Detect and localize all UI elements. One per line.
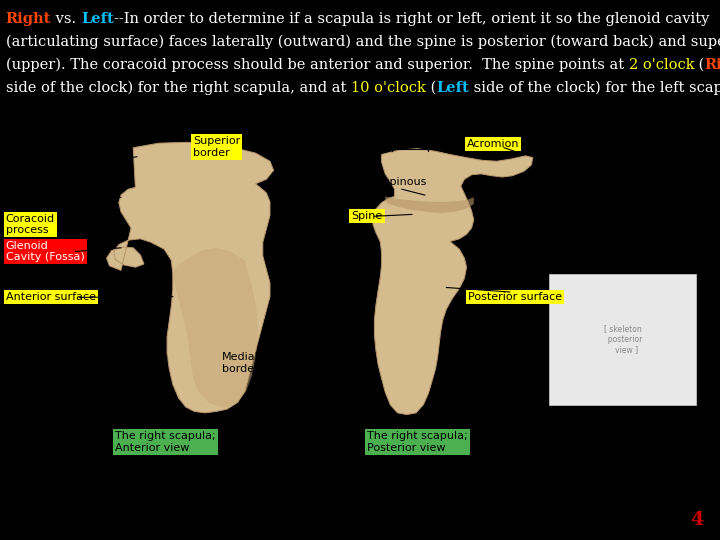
Text: vs.: vs. xyxy=(51,11,81,25)
Polygon shape xyxy=(107,143,274,413)
Text: 10 o'clock: 10 o'clock xyxy=(351,81,426,95)
Text: Inferior angle: Inferior angle xyxy=(382,417,456,427)
Text: Medial
border: Medial border xyxy=(222,353,258,374)
Text: The right scapula;
Posterior view: The right scapula; Posterior view xyxy=(367,431,468,453)
Text: Superior angle: Superior angle xyxy=(382,139,464,149)
Text: Right: Right xyxy=(6,11,51,25)
Text: 2 o'clock: 2 o'clock xyxy=(629,58,694,72)
Text: Superior
border: Superior border xyxy=(193,136,240,158)
Text: Lateral
border: Lateral border xyxy=(6,342,45,363)
Polygon shape xyxy=(385,197,474,213)
Text: [ skeleton
  posterior
   view ]: [ skeleton posterior view ] xyxy=(603,325,642,354)
Text: Lateral
angle: Lateral angle xyxy=(534,234,573,255)
Text: The right scapula;
Anterior view: The right scapula; Anterior view xyxy=(115,431,216,453)
Text: Suprascapular
notch: Suprascapular notch xyxy=(6,160,86,182)
FancyBboxPatch shape xyxy=(549,274,696,405)
Text: Supraspinous
fossa: Supraspinous fossa xyxy=(351,178,427,199)
Text: Right: Right xyxy=(704,58,720,72)
Polygon shape xyxy=(373,148,533,415)
Text: Left: Left xyxy=(81,11,114,25)
Text: --In order to determine if a scapula is right or left, orient it so the glenoid : --In order to determine if a scapula is … xyxy=(114,11,709,25)
Text: Glenoid
Cavity (Fossa): Glenoid Cavity (Fossa) xyxy=(6,241,84,262)
Text: Acromion: Acromion xyxy=(467,139,519,149)
Text: Anterior surface: Anterior surface xyxy=(6,293,96,302)
Text: Left: Left xyxy=(436,81,469,95)
Text: Acromion: Acromion xyxy=(6,191,58,201)
Text: Spine: Spine xyxy=(351,211,382,221)
Text: (: ( xyxy=(694,58,704,72)
Text: side of the clock) for the left scapula.: side of the clock) for the left scapula. xyxy=(469,81,720,96)
Polygon shape xyxy=(173,248,258,408)
Text: side of the clock) for the right scapula, and at: side of the clock) for the right scapula… xyxy=(6,81,351,96)
Text: Posterior surface: Posterior surface xyxy=(468,293,562,302)
Text: 4: 4 xyxy=(690,511,704,529)
Text: (: ( xyxy=(426,81,436,95)
Text: (upper). The coracoid process should be anterior and superior.  The spine points: (upper). The coracoid process should be … xyxy=(6,58,629,72)
Text: (articulating surface) faces laterally (outward) and the spine is posterior (tow: (articulating surface) faces laterally (… xyxy=(6,35,720,49)
Text: Coracoid
process: Coracoid process xyxy=(6,214,55,235)
